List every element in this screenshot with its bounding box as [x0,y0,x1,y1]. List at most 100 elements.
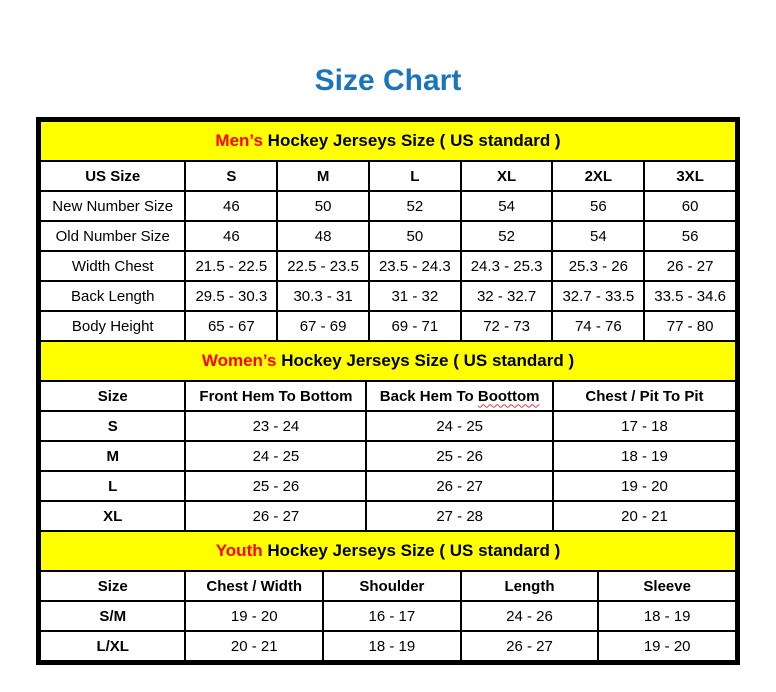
row-label: L/XL [38,630,187,662]
cell: 26 - 27 [643,250,737,282]
cell: 25 - 26 [184,470,368,502]
cell: 67 - 69 [276,310,370,342]
column-header-row: US Size S M L XL 2XL 3XL [38,160,737,192]
row-label: Old Number Size [38,220,187,252]
cell: 17 - 18 [551,410,738,442]
column-header: Chest / Width [184,570,325,602]
mens-size-table: Men’s Hockey Jerseys Size ( US standard … [38,120,737,342]
row-label: S [38,410,187,442]
cell: 26 - 27 [184,500,368,532]
section-title: Men’s Hockey Jerseys Size ( US standard … [39,120,737,162]
section-title-highlight: Men’s [215,131,263,150]
table-row: L/XL 20 - 21 18 - 19 26 - 27 19 - 20 [38,630,737,662]
cell: 19 - 20 [597,630,737,662]
cell: 24.3 - 25.3 [459,250,554,282]
row-label: Body Height [38,310,187,342]
cell: 32.7 - 33.5 [551,280,646,312]
cell: 48 [276,220,370,252]
cell: 29.5 - 30.3 [184,280,279,312]
column-header: Front Hem To Bottom [184,380,368,412]
cell: 21.5 - 22.5 [184,250,279,282]
cell: 23 - 24 [184,410,368,442]
cell: 52 [367,190,462,222]
column-header: Size [38,380,187,412]
column-header: Size [38,570,187,602]
cell: 24 - 25 [365,410,554,442]
column-header: Chest / Pit To Pit [551,380,738,412]
cell: 77 - 80 [643,310,737,342]
mens-section-header: Men’s Hockey Jerseys Size ( US standard … [39,120,737,162]
table-row: S 23 - 24 24 - 25 17 - 18 [38,410,738,442]
cell: 19 - 20 [184,600,325,632]
cell: 54 [551,220,646,252]
column-header: S [184,160,279,192]
youth-size-table: Youth Hockey Jerseys Size ( US standard … [38,530,737,662]
cell: 60 [643,190,737,222]
section-title: Youth Hockey Jerseys Size ( US standard … [39,530,737,572]
column-header: Sleeve [597,570,737,602]
row-label: Back Length [38,280,187,312]
cell: 26 - 27 [365,470,554,502]
cell: 26 - 27 [459,630,600,662]
womens-size-table: Women’s Hockey Jerseys Size ( US standar… [38,340,738,532]
page-title: Size Chart [314,64,462,97]
cell: 20 - 21 [551,500,738,532]
cell: 24 - 25 [184,440,368,472]
row-label: New Number Size [38,190,187,222]
cell: 52 [459,220,554,252]
column-header: Back Hem To Boottom [365,380,554,412]
cell: 56 [643,220,737,252]
column-header-row: Size Chest / Width Shoulder Length Sleeve [38,570,737,602]
row-label: L [38,470,187,502]
cell: 33.5 - 34.6 [643,280,737,312]
cell: 18 - 19 [322,630,462,662]
table-row: New Number Size 46 50 52 54 56 60 [38,190,737,222]
table-row: Body Height 65 - 67 67 - 69 69 - 71 72 - 73 7… [38,310,737,342]
cell: 19 - 20 [551,470,738,502]
youth-section-header: Youth Hockey Jerseys Size ( US standard … [39,530,737,572]
misspelled-word: Boottom [477,387,540,405]
section-title-highlight: Youth [215,541,263,560]
table-row: Old Number Size 46 48 50 52 54 56 [38,220,737,252]
column-header: Length [459,570,600,602]
womens-section-header: Women’s Hockey Jerseys Size ( US standar… [39,340,737,382]
cell: 18 - 19 [551,440,738,472]
cell: 72 - 73 [459,310,554,342]
cell: 50 [367,220,462,252]
size-chart: Men’s Hockey Jerseys Size ( US standard … [36,117,740,665]
cell: 27 - 28 [365,500,554,532]
cell: 74 - 76 [551,310,646,342]
table-row: XL 26 - 27 27 - 28 20 - 21 [38,500,738,532]
cell: 16 - 17 [322,600,462,632]
column-header-row: Size Front Hem To Bottom Back Hem To Boott… [38,380,738,412]
cell: 18 - 19 [597,600,737,632]
cell: 56 [551,190,646,222]
table-row: L 25 - 26 26 - 27 19 - 20 [38,470,738,502]
cell: 54 [459,190,554,222]
cell: 20 - 21 [184,630,325,662]
cell: 65 - 67 [184,310,279,342]
row-label: S/M [38,600,187,632]
column-header: US Size [38,160,187,192]
cell: 46 [184,190,279,222]
section-title: Women’s Hockey Jerseys Size ( US standar… [39,340,737,382]
cell: 50 [276,190,370,222]
table-row: Width Chest 21.5 - 22.5 22.5 - 23.5 23.5 - … [38,250,737,282]
table-row: S/M 19 - 20 16 - 17 24 - 26 18 - 19 [38,600,737,632]
row-label: XL [38,500,187,532]
column-header: 2XL [551,160,646,192]
column-header: Shoulder [322,570,462,602]
cell: 69 - 71 [367,310,462,342]
cell: 46 [184,220,279,252]
cell: 31 - 32 [367,280,462,312]
cell: 22.5 - 23.5 [276,250,370,282]
column-header: M [276,160,370,192]
cell: 25.3 - 26 [551,250,646,282]
row-label: M [38,440,187,472]
cell: 23.5 - 24.3 [367,250,462,282]
cell: 25 - 26 [365,440,554,472]
column-header: 3XL [643,160,737,192]
cell: 24 - 26 [459,600,600,632]
column-header: XL [459,160,554,192]
